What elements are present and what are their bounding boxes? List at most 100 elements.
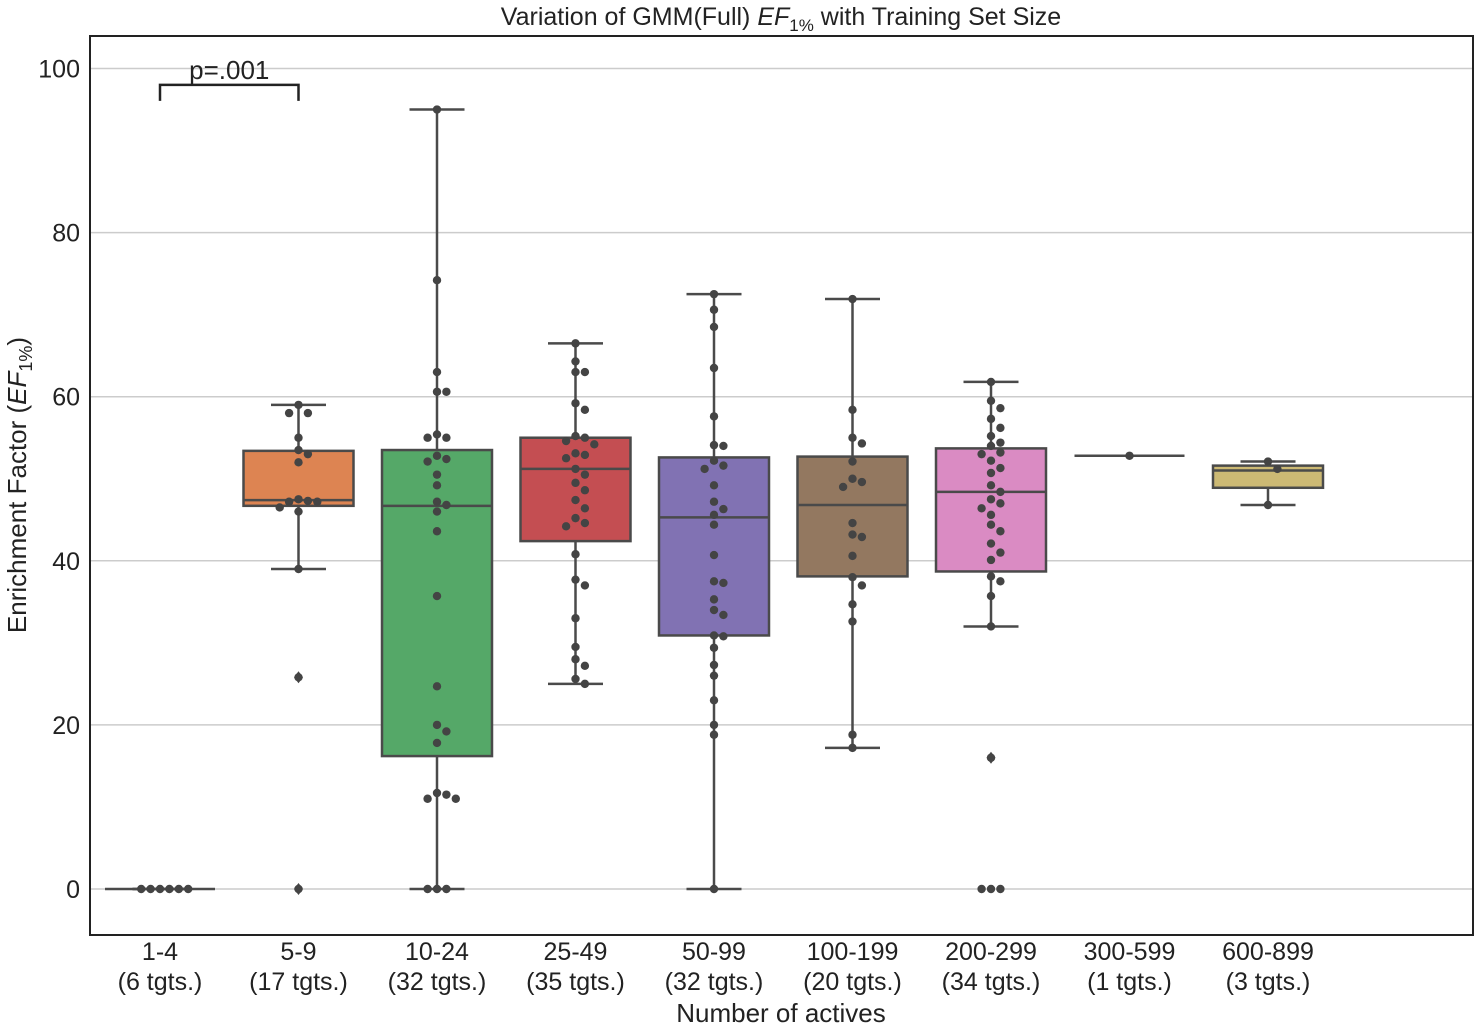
data-point [709, 412, 719, 421]
grid-lines [90, 67, 1473, 890]
x-tick-sublabel: (32 tgts.) [388, 968, 487, 996]
data-point [423, 794, 432, 803]
data-point [709, 605, 719, 615]
x-tick-sublabel: (34 tgts.) [942, 968, 1041, 996]
data-point [432, 470, 442, 479]
data-point [996, 403, 1005, 413]
data-point [709, 440, 719, 450]
data-point [857, 532, 867, 542]
data-point [284, 408, 294, 418]
data-point [1263, 457, 1273, 466]
data-point [580, 405, 590, 415]
box-group-50-99 [657, 292, 771, 891]
data-point [709, 631, 719, 640]
data-point [303, 496, 313, 506]
box-group-600-899 [1211, 460, 1325, 507]
data-point [986, 495, 996, 504]
data-point [709, 510, 719, 520]
data-point [432, 430, 442, 439]
data-point [294, 445, 303, 455]
data-point [571, 642, 580, 652]
data-point [986, 572, 996, 581]
swarm-points [137, 105, 1282, 894]
data-point [719, 504, 728, 514]
x-tick-label: 100-199 [807, 938, 899, 966]
data-point [442, 790, 451, 799]
data-point [571, 478, 580, 488]
data-point [451, 794, 460, 803]
data-point [709, 363, 719, 373]
data-point [432, 788, 442, 798]
data-point [303, 408, 313, 418]
data-point [294, 673, 303, 682]
data-point [275, 503, 284, 512]
data-point [174, 884, 183, 894]
data-point [432, 527, 442, 536]
data-point [848, 551, 857, 561]
data-point [571, 550, 580, 559]
data-point [700, 464, 709, 474]
y-tick-label: 60 [52, 384, 80, 412]
x-tick-sublabel: (3 tgts.) [1226, 968, 1311, 996]
data-point [986, 441, 996, 451]
data-point [848, 294, 857, 304]
data-point [996, 423, 1005, 433]
data-point [571, 367, 580, 377]
data-point [580, 504, 590, 513]
data-point [709, 322, 719, 332]
data-point [284, 497, 294, 506]
significance-label: p=.001 [189, 55, 269, 85]
data-point [986, 555, 996, 565]
y-tick-label: 40 [52, 548, 80, 576]
data-point [848, 457, 857, 466]
data-point [709, 456, 719, 465]
data-point [432, 682, 442, 691]
data-point [986, 468, 996, 478]
data-point [709, 481, 719, 490]
x-tick-label: 25-49 [544, 938, 608, 966]
data-point [294, 433, 303, 442]
data-point [986, 591, 996, 601]
data-point [423, 884, 432, 894]
data-point [580, 486, 590, 495]
data-point [432, 105, 442, 114]
data-point [571, 449, 580, 458]
data-point [709, 730, 719, 739]
data-point [986, 414, 996, 424]
data-point [432, 451, 442, 460]
data-point [423, 433, 432, 442]
x-tick-label: 300-599 [1084, 938, 1176, 966]
y-axis-ticks: 0 20 40 60 80 100 [38, 56, 80, 905]
data-point [571, 399, 580, 408]
points-600-899 [1263, 457, 1282, 510]
data-point [580, 433, 590, 442]
data-point [442, 727, 451, 736]
data-point [709, 577, 719, 586]
data-point [442, 884, 451, 894]
points-50-99 [700, 289, 728, 894]
data-point [709, 550, 719, 560]
y-tick-label: 100 [38, 56, 80, 84]
data-point [432, 387, 442, 396]
data-point [848, 573, 857, 582]
x-tick-label: 1-4 [142, 938, 178, 966]
data-point [986, 753, 996, 762]
data-point [977, 449, 986, 459]
data-point [848, 433, 857, 442]
data-point [313, 497, 322, 506]
data-point [155, 884, 165, 894]
y-tick-label: 0 [66, 876, 80, 904]
x-tick-label: 50-99 [682, 938, 746, 966]
data-point [709, 497, 719, 506]
data-point [442, 454, 451, 464]
points-200-299 [977, 377, 1005, 894]
x-tick-sublabel: (32 tgts.) [665, 968, 764, 996]
data-point [303, 449, 313, 459]
data-point [719, 441, 728, 451]
data-point [294, 458, 303, 467]
data-point [561, 522, 571, 531]
data-point [432, 738, 442, 748]
x-tick-label: 600-899 [1222, 938, 1314, 966]
chart-title: Variation of GMM(Full) EF1% with Trainin… [501, 3, 1061, 35]
data-point [571, 357, 580, 366]
